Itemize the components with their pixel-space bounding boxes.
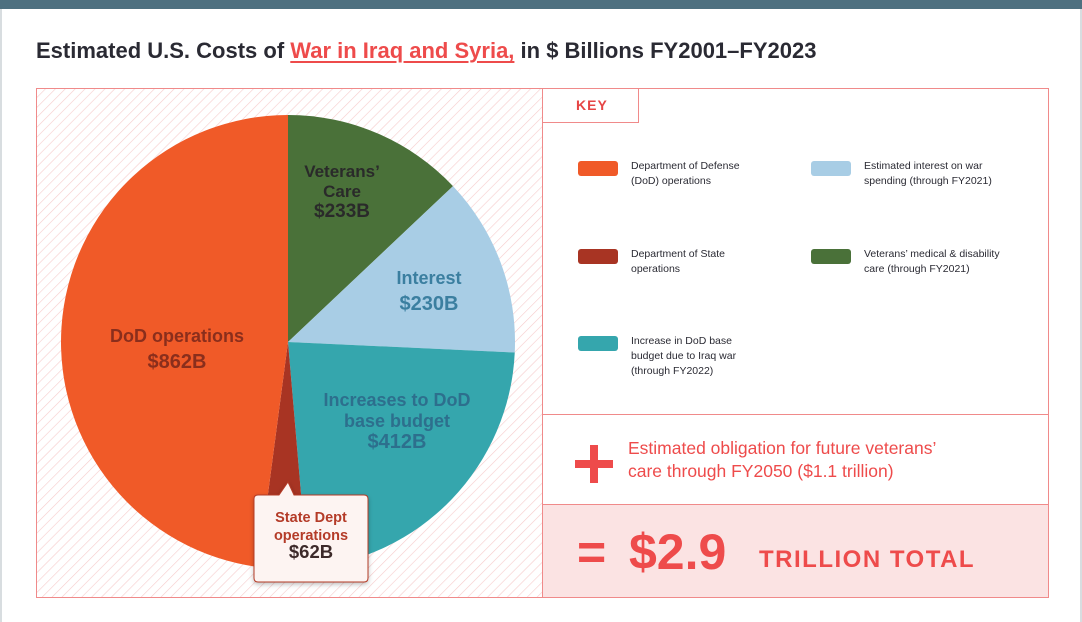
legend-text-line: Veterans’ medical & disability (864, 248, 1000, 260)
legend-item-state-dept: Department of State operations (631, 247, 725, 277)
pie-slice-interest (288, 186, 515, 353)
legend-item-interest: Estimated interest on war spending (thro… (864, 159, 992, 189)
slice-value-label: $412B (368, 431, 427, 453)
slice-value-label: $233B (314, 201, 370, 222)
slice-label: Interest (396, 268, 461, 288)
title-link[interactable]: War in Iraq and Syria, (290, 38, 515, 63)
right-frame-border (1080, 9, 1082, 622)
slice-value-label: $862B (148, 351, 207, 373)
slice-label: DoD operations (110, 326, 244, 346)
slice-label: base budget (344, 411, 450, 431)
section-divider (543, 414, 1048, 415)
slice-label: State Dept (275, 510, 347, 526)
legend-swatch-state-dept (578, 249, 618, 264)
slice-value-label: $230B (400, 293, 459, 315)
legend-swatch-veterans-care (811, 249, 851, 264)
legend-swatch-dod-base-budget (578, 336, 618, 351)
slice-label: Veterans’ (304, 162, 380, 181)
legend-swatch-interest (811, 161, 851, 176)
slice-label: Care (323, 182, 361, 201)
total-box: = $2.9 TRILLION TOTAL (543, 505, 1048, 597)
slice-label: operations (274, 528, 348, 544)
future-text-line: care through FY2050 ($1.1 trillion) (628, 461, 894, 481)
pie-slice-veterans-care (288, 115, 454, 342)
chart-title: Estimated U.S. Costs of War in Iraq and … (36, 38, 816, 64)
legend-text-line: Increase in DoD base (631, 335, 732, 347)
title-prefix: Estimated U.S. Costs of (36, 38, 291, 63)
left-frame-border (0, 9, 2, 622)
slice-label: Increases to DoD (323, 390, 470, 410)
legend-text-line: operations (631, 263, 681, 275)
slice-value-label: $62B (289, 541, 333, 562)
total-label: TRILLION TOTAL (759, 546, 976, 573)
key-panel: KEY Department of Defense (DoD) operatio… (542, 88, 1049, 598)
legend-text-line: Department of State (631, 248, 725, 260)
title-suffix: in $ Billions FY2001–FY2023 (514, 38, 817, 63)
legend-text-line: care (through FY2021) (864, 263, 970, 275)
legend-text-line: (DoD) operations (631, 175, 711, 187)
total-amount: $2.9 (629, 524, 727, 580)
top-header-bar (0, 0, 1082, 9)
legend-item-veterans-care: Veterans’ medical & disability care (thr… (864, 247, 1000, 277)
legend-item-dod-operations: Department of Defense (DoD) operations (631, 159, 740, 189)
legend-text-line: budget due to Iraq war (631, 350, 737, 362)
equals-sign: = (577, 524, 607, 580)
section-divider (543, 504, 1048, 505)
pie-chart-panel: Veterans’ Care $233B Interest $230B Increases… (36, 88, 543, 598)
future-veterans-obligation: Estimated obligation for future veterans… (628, 437, 1028, 483)
plus-icon (575, 445, 613, 483)
legend-text-line: (through FY2022) (631, 365, 714, 377)
state-dept-callout (253, 480, 369, 583)
pie-slice-dod-operations (60, 115, 288, 568)
legend-text-line: Estimated interest on war (864, 160, 983, 172)
legend-swatch-dod-operations (578, 161, 618, 176)
pie-chart: Veterans’Care$233B Interest $230B Increases… (36, 88, 543, 598)
key-title: KEY (543, 89, 639, 123)
legend-item-dod-base-budget: Increase in DoD base budget due to Iraq … (631, 334, 736, 379)
future-text-line: Estimated obligation for future veterans… (628, 438, 937, 458)
legend-text-line: Department of Defense (631, 160, 740, 172)
legend-text-line: spending (through FY2021) (864, 175, 992, 187)
